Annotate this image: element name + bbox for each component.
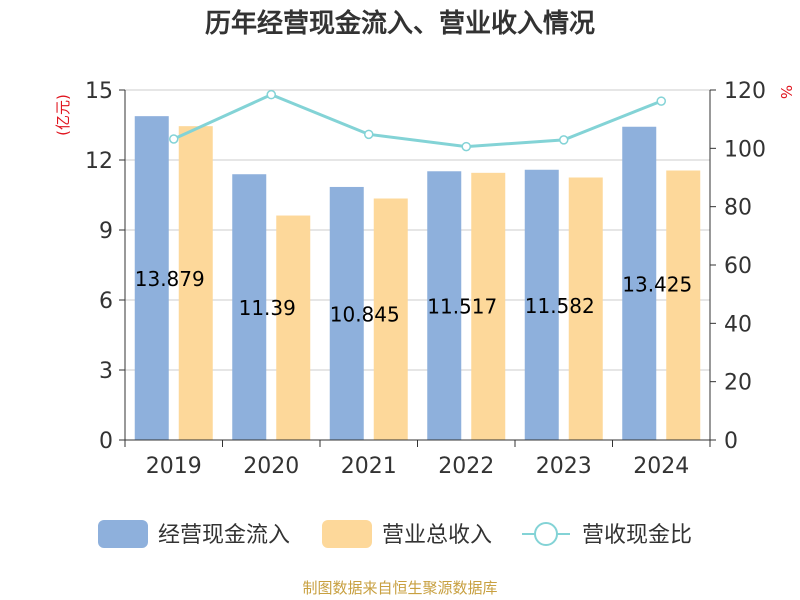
legend-swatch	[98, 520, 148, 548]
left-tick-label: 0	[99, 429, 113, 454]
line-point	[266, 89, 276, 100]
bar	[524, 169, 559, 440]
left-tick-label: 6	[99, 289, 113, 314]
legend-swatch-marker	[534, 522, 558, 546]
axes: 0 3 6 9 12 15 0 20 40 60 80 100 120 2019 2020 2021 2022 2…	[85, 79, 766, 479]
legend-label: 经营现金流入	[158, 523, 290, 548]
x-tick-label: 2022	[438, 454, 494, 479]
data-label: 11.582	[525, 294, 595, 318]
bar	[329, 186, 364, 440]
data-label: 10.845	[330, 302, 400, 326]
bar	[666, 170, 701, 440]
source-note: 制图数据来自恒生聚源数据库	[302, 579, 497, 597]
bar	[427, 171, 462, 440]
right-tick-label: 40	[724, 312, 752, 337]
bars	[134, 116, 701, 441]
legend: 经营现金流入 营业总收入 营收现金比	[98, 520, 692, 548]
line-point	[364, 129, 374, 140]
right-tick-label: 60	[724, 254, 752, 279]
legend-swatch	[322, 520, 372, 548]
x-tick-label: 2024	[633, 454, 689, 479]
right-tick-label: 0	[724, 429, 738, 454]
right-tick-label: 100	[724, 137, 766, 162]
chart-title: 历年经营现金流入、营业收入情况	[205, 8, 595, 39]
legend-label: 营业总收入	[382, 523, 492, 548]
data-label: 13.879	[135, 267, 205, 291]
left-tick-label: 9	[99, 219, 113, 244]
legend-label: 营收现金比	[582, 523, 692, 548]
bar	[471, 172, 506, 441]
right-tick-label: 120	[724, 79, 766, 104]
line-point	[656, 96, 666, 106]
data-label: 11.39	[239, 296, 296, 320]
bar	[232, 174, 267, 440]
line-point	[461, 141, 471, 152]
right-axis-unit: %	[777, 85, 795, 99]
left-tick-label: 3	[99, 359, 113, 384]
ratio-line-path	[173, 93, 662, 149]
bar	[178, 126, 213, 441]
bar	[276, 215, 311, 440]
data-labels: 13.879 11.39 10.845 11.517 11.582 13.425	[135, 267, 692, 326]
ratio-line	[169, 89, 666, 152]
left-tick-label: 12	[85, 149, 113, 174]
x-tick-label: 2019	[146, 454, 202, 479]
gridlines	[125, 89, 710, 371]
line-point	[559, 135, 569, 145]
bar	[373, 198, 408, 440]
left-tick-label: 15	[85, 79, 113, 104]
right-tick-label: 80	[724, 196, 752, 221]
bar	[622, 126, 657, 440]
bar	[568, 177, 603, 440]
x-tick-label: 2023	[536, 454, 592, 479]
left-axis-unit: (亿元)	[54, 94, 72, 136]
data-label: 13.425	[622, 272, 692, 296]
data-label: 11.517	[427, 295, 497, 319]
right-tick-label: 20	[724, 371, 752, 396]
x-tick-label: 2021	[341, 454, 397, 479]
line-point	[169, 134, 179, 144]
bar	[134, 116, 169, 440]
x-tick-label: 2020	[243, 454, 299, 479]
